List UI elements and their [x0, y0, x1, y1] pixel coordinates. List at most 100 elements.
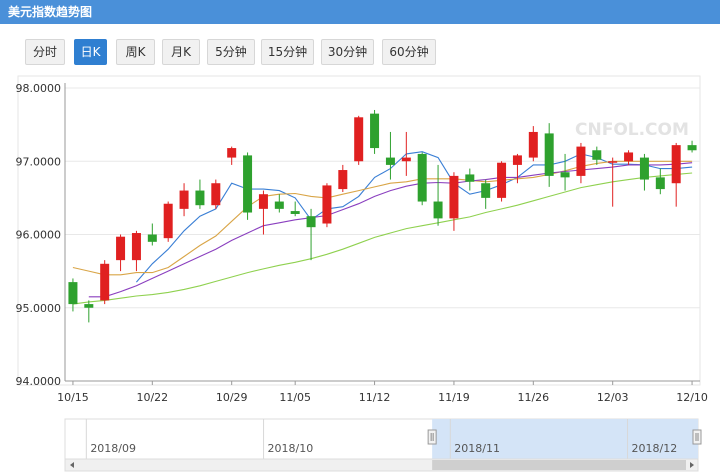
tab-15min[interactable]: 15分钟: [261, 39, 314, 65]
candle-body: [608, 161, 618, 163]
candle: [449, 172, 459, 231]
candle: [243, 152, 253, 220]
x-tick-label: 12/03: [597, 391, 629, 404]
y-tick-label: 95.0000: [16, 302, 62, 315]
candle: [576, 142, 586, 184]
candle-body: [290, 211, 300, 214]
candle: [560, 153, 570, 191]
candle-body: [370, 113, 380, 149]
candle-body: [592, 150, 602, 160]
candle-body: [481, 183, 491, 198]
y-tick-label: 98.0000: [16, 82, 62, 95]
candle-body: [655, 177, 665, 190]
x-tick-label: 11/12: [359, 391, 391, 404]
candle-body: [512, 155, 522, 165]
candle: [401, 131, 411, 176]
candle-body: [528, 131, 538, 158]
navigator-right-handle[interactable]: [692, 429, 702, 445]
candle: [624, 150, 634, 165]
candle: [544, 123, 554, 187]
x-tick-label: 10/22: [136, 391, 168, 404]
tab-intraday[interactable]: 分时: [25, 39, 65, 65]
candle-body: [449, 175, 459, 219]
candle-body: [131, 233, 141, 261]
page-title: 美元指数趋势图: [0, 0, 720, 24]
candle-body: [163, 203, 173, 239]
candle-body: [338, 170, 348, 190]
tab-5min[interactable]: 5分钟: [207, 39, 255, 65]
candle-body: [433, 201, 443, 219]
candle-body: [385, 157, 395, 165]
x-axis: 10/15 10/22 10/29 11/05 11/12 11/19 11/26 12/03…: [57, 380, 708, 404]
candle-body: [243, 155, 253, 213]
ma-line-2: [72, 160, 693, 276]
candle-body: [401, 157, 411, 162]
candle: [258, 190, 268, 235]
ma-line-1: [135, 151, 693, 283]
scrollbar-thumb[interactable]: [432, 460, 686, 470]
tab-daily-k[interactable]: 日K: [74, 39, 107, 65]
candle: [179, 183, 189, 217]
candle: [433, 164, 443, 226]
candle: [385, 131, 395, 180]
candle: [100, 260, 110, 305]
scroll-left-arrow-icon[interactable]: [70, 462, 74, 468]
candle: [131, 230, 141, 272]
candle: [163, 201, 173, 242]
candle-body: [306, 216, 316, 228]
candle-body: [84, 304, 94, 308]
candle-body: [195, 190, 205, 206]
candle-body: [354, 117, 364, 162]
watermark-logo: CNFOL.COM: [575, 120, 689, 140]
candle: [370, 109, 380, 154]
navigator-date-label: 2018/12: [632, 442, 678, 455]
navigator-date-label: 2018/09: [90, 442, 136, 455]
navigator-selection: [432, 419, 698, 459]
candle-body: [68, 282, 78, 305]
candle: [528, 126, 538, 162]
navigator-left-handle[interactable]: [427, 429, 437, 445]
candle: [592, 146, 602, 165]
candle: [84, 300, 94, 323]
candle-body: [624, 152, 634, 162]
candle: [354, 115, 364, 165]
x-tick-label: 10/29: [216, 391, 248, 404]
candle: [655, 168, 665, 195]
range-navigator: 2018/09 2018/10 2018/11 2018/12: [64, 418, 702, 472]
candle-body: [417, 153, 427, 202]
x-tick-label: 10/15: [57, 391, 89, 404]
candle: [481, 179, 491, 209]
candle: [338, 164, 348, 193]
navigator-date-label: 2018/11: [454, 442, 500, 455]
candle: [227, 146, 237, 165]
y-tick-label: 96.0000: [16, 229, 62, 242]
candle-body: [544, 133, 554, 176]
x-tick-label: 11/05: [279, 391, 311, 404]
candle: [608, 157, 618, 207]
candle: [195, 179, 205, 209]
tab-60min[interactable]: 60分钟: [382, 39, 436, 65]
candle: [306, 208, 316, 261]
candle: [671, 142, 681, 207]
candle: [274, 194, 284, 213]
candle-body: [258, 194, 268, 209]
y-axis: 98.0000 97.0000 96.0000 95.0000 94.0000: [16, 82, 62, 388]
candle: [147, 223, 157, 246]
tab-monthly-k[interactable]: 月K: [162, 39, 200, 65]
candle-body: [576, 146, 586, 176]
candle: [465, 168, 475, 191]
candle-body: [465, 174, 475, 182]
navigator-date-label: 2018/10: [268, 442, 314, 455]
candle: [687, 140, 697, 153]
candle: [116, 234, 126, 272]
scroll-right-arrow-icon[interactable]: [690, 462, 694, 468]
candle-body: [211, 183, 221, 206]
candle-body: [497, 162, 507, 198]
tab-weekly-k[interactable]: 周K: [116, 39, 155, 65]
candle: [322, 183, 332, 228]
tab-30min[interactable]: 30分钟: [321, 39, 374, 65]
x-tick-label: 12/10: [676, 391, 708, 404]
y-tick-label: 97.0000: [16, 155, 62, 168]
